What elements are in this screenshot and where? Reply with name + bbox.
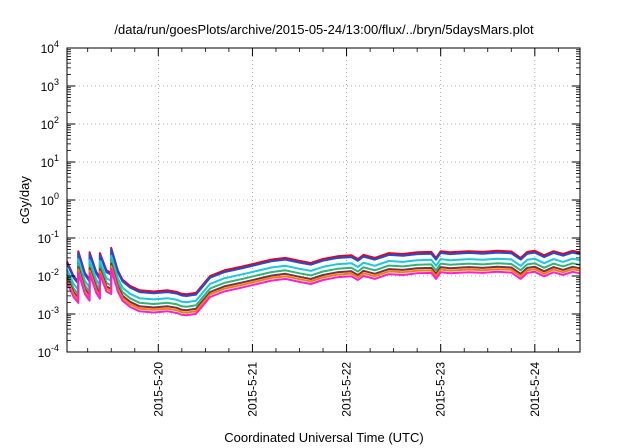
series-line-6 — [66, 265, 581, 314]
y-tick-label: 10-4 — [38, 343, 59, 360]
x-tick-label: 2015-5-24 — [528, 362, 542, 417]
series-line-7 — [66, 267, 581, 317]
x-ticks: 2015-5-20 2015-5-21 2015-5-22 2015-5-23 2015… — [87, 48, 559, 417]
y-tick-label: 102 — [41, 115, 59, 132]
x-axis-label: Coordinated Universal Time (UTC) — [224, 430, 423, 445]
x-tick-label: 2015-5-23 — [434, 362, 448, 417]
y-ticks: 10-4 10-3 10-2 10-1 100 101 102 103 104 — [38, 39, 580, 360]
y-axis-label: cGy/day — [17, 176, 32, 224]
y-tick-label: 100 — [41, 191, 59, 208]
y-tick-label: 103 — [41, 77, 59, 94]
series-group — [66, 246, 581, 317]
x-tick-label: 2015-5-21 — [245, 362, 259, 417]
series-line-2 — [66, 248, 581, 297]
chart-title: /data/run/goesPlots/archive/2015-05-24/1… — [114, 22, 534, 37]
grid — [67, 48, 580, 352]
y-tick-label: 10-3 — [38, 305, 59, 322]
x-tick-label: 2015-5-22 — [340, 362, 354, 417]
y-tick-label: 10-1 — [38, 229, 59, 246]
y-tick-label: 10-2 — [38, 267, 59, 284]
series-line-3 — [66, 254, 581, 304]
series-line-4 — [66, 259, 581, 308]
x-tick-label: 2015-5-20 — [151, 362, 165, 417]
y-tick-label: 104 — [41, 39, 59, 56]
y-tick-label: 101 — [41, 153, 59, 170]
